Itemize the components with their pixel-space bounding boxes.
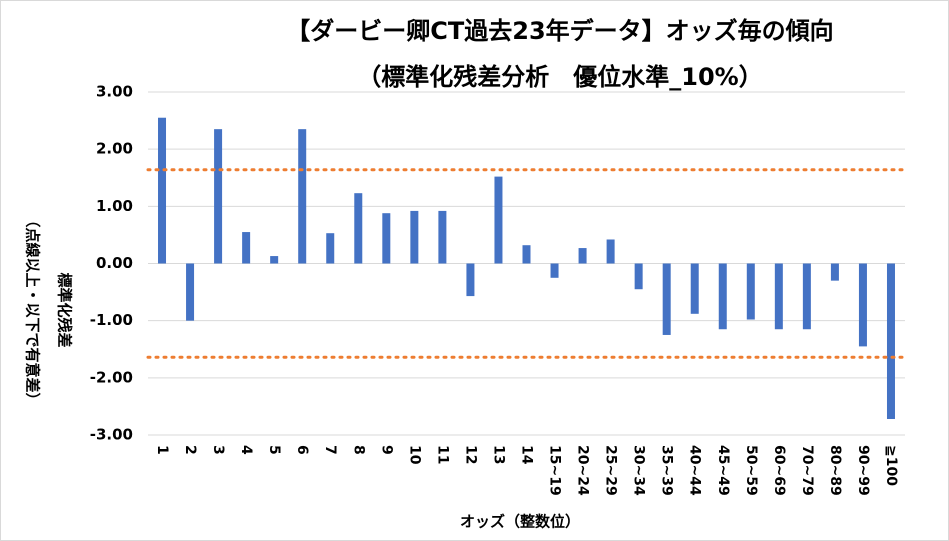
bar — [158, 117, 167, 264]
x-tick-label: 20~24 — [575, 445, 591, 496]
y-tick-label: 0.00 — [96, 254, 133, 272]
bar — [746, 263, 755, 320]
x-tick-label: 10 — [406, 445, 422, 465]
x-tick-label: 50~59 — [743, 445, 759, 496]
bar — [886, 263, 895, 419]
bar — [466, 263, 475, 297]
bar — [382, 213, 391, 264]
chart-title: 【ダービー卿CT過去23年データ】オッズ毎の傾向 — [286, 17, 833, 45]
bar — [550, 263, 559, 278]
x-tick-label: 35~39 — [659, 445, 675, 496]
x-tick-label: 15~19 — [547, 445, 563, 496]
x-tick-label: 1 — [154, 445, 170, 455]
x-tick-label: 45~49 — [715, 445, 731, 496]
bar — [354, 193, 363, 264]
bar — [858, 263, 867, 347]
bar — [774, 263, 783, 330]
x-tick-label: 6 — [294, 445, 310, 455]
bar — [522, 245, 531, 264]
y-tick-label: -3.00 — [90, 426, 133, 444]
x-tick-label: ≧100 — [883, 445, 899, 486]
x-tick-label: 13 — [490, 445, 506, 464]
y-tick-label: 1.00 — [96, 197, 133, 215]
x-tick-label: 2 — [182, 445, 198, 455]
x-tick-label: 40~44 — [687, 445, 703, 496]
y-axis-label: 標準化残差 — [56, 272, 74, 347]
chart-subtitle: （標準化残差分析 優位水準_10%） — [357, 63, 762, 91]
y-tick-label: -1.00 — [90, 311, 133, 329]
bar — [438, 210, 447, 264]
x-tick-label: 7 — [322, 445, 338, 455]
bar — [634, 263, 643, 290]
x-tick-label: 80~89 — [827, 445, 843, 496]
bar — [270, 256, 279, 264]
bar — [830, 263, 839, 281]
bar — [186, 263, 195, 321]
y-axis-note: （点線以上・以下で有意差） — [24, 212, 42, 407]
bar — [298, 129, 307, 264]
bar — [802, 263, 811, 330]
x-tick-label: 11 — [434, 445, 450, 464]
bar — [214, 129, 223, 264]
x-tick-label: 90~99 — [855, 445, 871, 496]
bar — [718, 263, 727, 330]
x-tick-label: 12 — [462, 445, 478, 464]
x-tick-label: 14 — [519, 445, 535, 465]
y-tick-label: 2.00 — [96, 140, 133, 158]
bar — [606, 239, 615, 264]
x-tick-label: 9 — [378, 445, 394, 455]
x-tick-label: 70~79 — [799, 445, 815, 496]
bar — [326, 233, 335, 264]
x-tick-label: 25~29 — [603, 445, 619, 496]
bar — [410, 210, 419, 264]
bar — [578, 248, 587, 264]
bar — [662, 263, 671, 335]
x-tick-label: 3 — [210, 445, 226, 455]
x-tick-label: 60~69 — [771, 445, 787, 496]
bar — [242, 232, 251, 264]
x-tick-label: 5 — [266, 445, 282, 455]
x-axis-label: オッズ（整数位） — [460, 513, 580, 531]
x-tick-label: 8 — [350, 445, 366, 455]
bar — [494, 176, 503, 264]
x-tick-label: 30~34 — [631, 445, 647, 496]
x-tick-label: 4 — [238, 445, 254, 455]
y-tick-label: -2.00 — [90, 368, 133, 386]
bar — [690, 263, 699, 314]
y-tick-label: 3.00 — [96, 83, 133, 101]
